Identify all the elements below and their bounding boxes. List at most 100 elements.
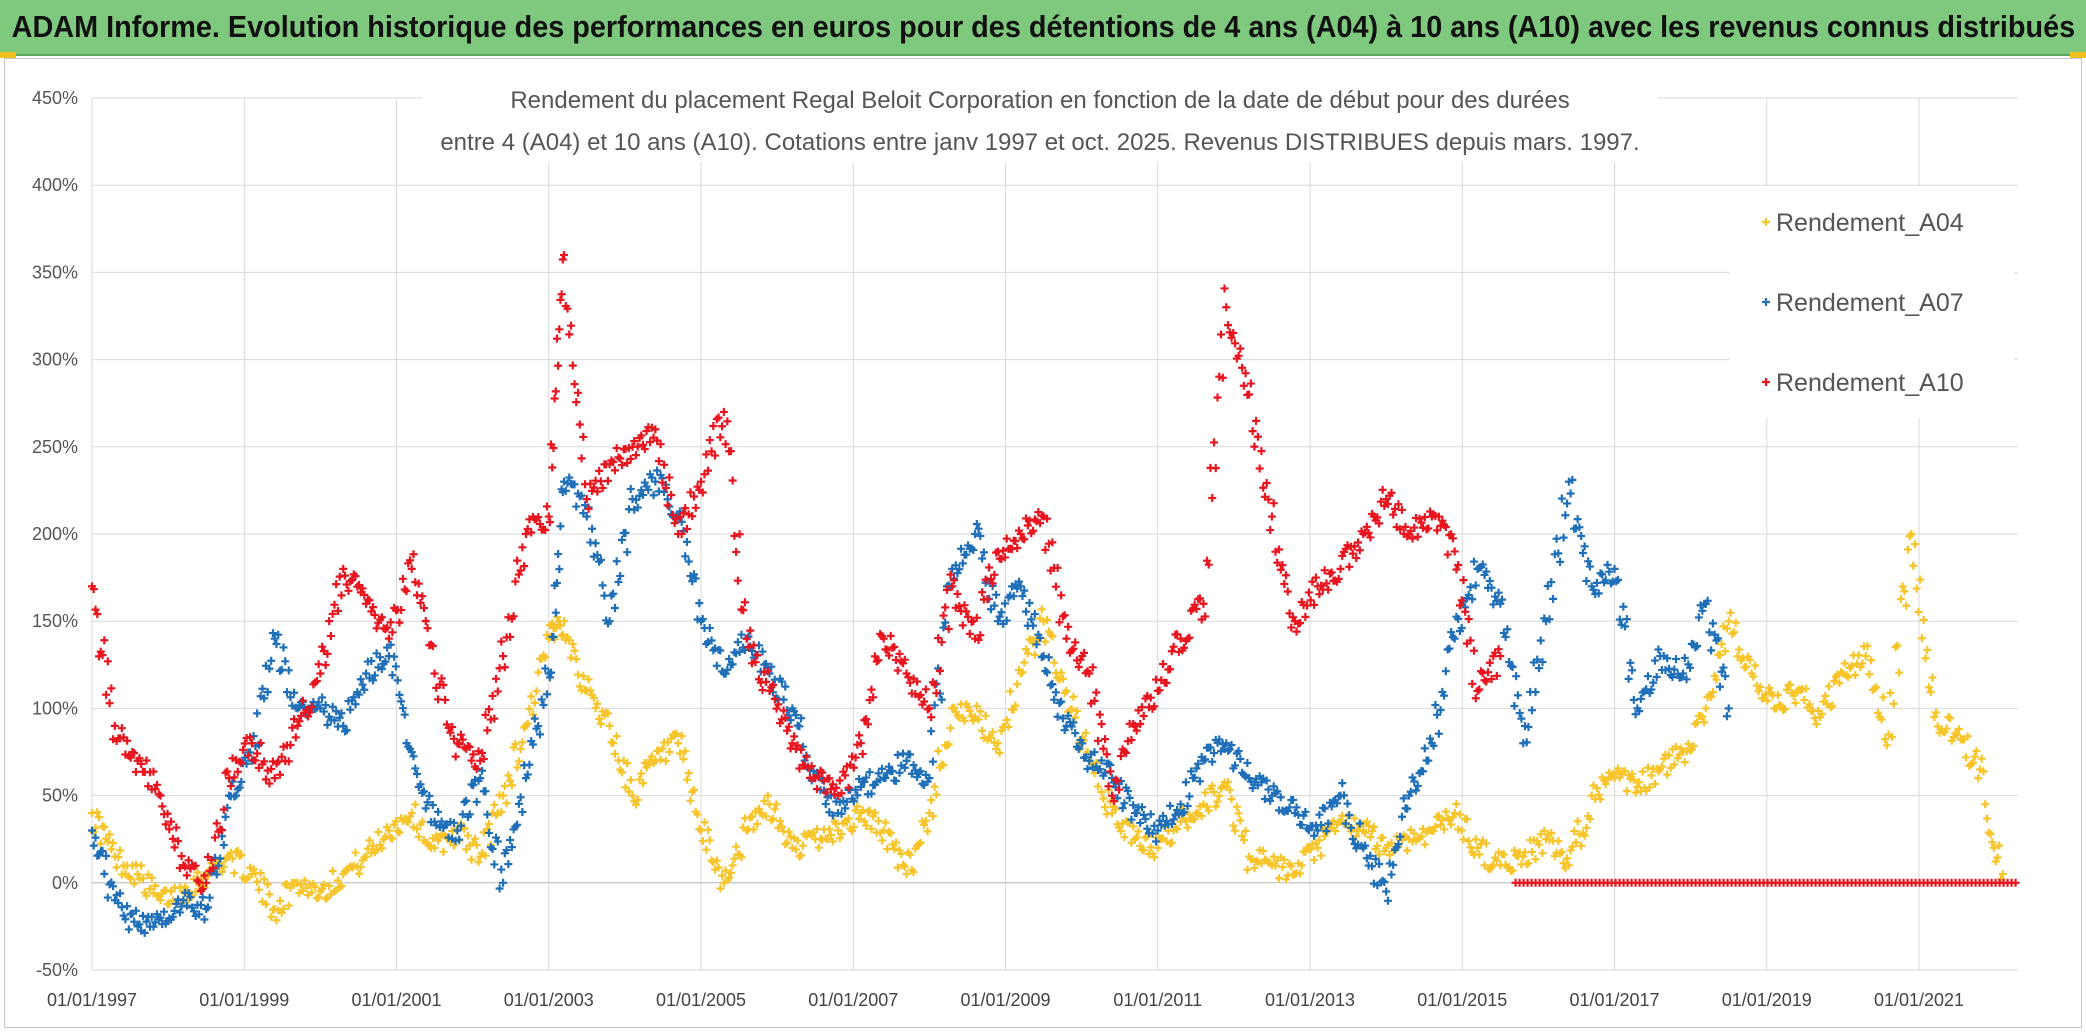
data-point bbox=[670, 519, 679, 528]
data-point bbox=[384, 826, 393, 835]
data-point bbox=[1197, 812, 1206, 821]
data-point bbox=[1146, 810, 1155, 819]
data-point bbox=[781, 714, 790, 723]
data-point bbox=[925, 774, 934, 783]
data-point bbox=[927, 727, 936, 736]
data-point bbox=[372, 845, 381, 854]
data-point bbox=[1016, 530, 1025, 538]
data-point bbox=[191, 861, 200, 870]
data-point bbox=[1993, 853, 2002, 862]
data-point bbox=[1036, 519, 1045, 528]
data-point bbox=[862, 773, 871, 782]
data-point bbox=[1064, 711, 1073, 720]
data-point bbox=[1721, 647, 1730, 656]
data-point bbox=[218, 867, 227, 876]
data-point bbox=[428, 642, 437, 651]
data-point bbox=[1436, 706, 1445, 715]
data-point bbox=[1628, 769, 1637, 778]
data-point bbox=[1190, 815, 1199, 824]
data-point bbox=[1341, 819, 1350, 828]
data-point bbox=[732, 842, 741, 851]
data-point bbox=[1229, 328, 1238, 337]
data-point bbox=[1345, 811, 1354, 820]
data-point bbox=[728, 660, 737, 669]
data-point bbox=[1166, 665, 1175, 674]
data-point bbox=[1647, 685, 1656, 694]
data-point bbox=[1524, 859, 1533, 868]
data-point bbox=[928, 757, 937, 766]
data-point bbox=[1120, 799, 1129, 808]
data-point bbox=[286, 741, 295, 750]
data-point bbox=[762, 812, 771, 821]
data-point bbox=[1881, 735, 1890, 744]
data-point bbox=[1246, 379, 1255, 388]
data-point bbox=[1410, 777, 1419, 786]
data-point bbox=[1209, 749, 1218, 758]
data-point bbox=[837, 809, 846, 818]
data-point bbox=[828, 837, 837, 846]
data-point bbox=[639, 779, 648, 788]
data-point bbox=[1273, 558, 1282, 567]
data-point bbox=[1310, 831, 1319, 840]
data-point bbox=[1731, 618, 1740, 627]
data-point bbox=[1090, 748, 1099, 757]
data-point bbox=[254, 885, 263, 894]
data-point bbox=[637, 486, 646, 495]
data-point bbox=[1485, 658, 1494, 667]
data-point bbox=[469, 781, 478, 790]
data-point bbox=[1396, 832, 1405, 841]
data-point bbox=[807, 762, 816, 771]
data-point bbox=[1877, 715, 1886, 724]
data-point bbox=[326, 631, 335, 640]
data-point bbox=[1515, 709, 1524, 718]
data-point bbox=[1057, 668, 1066, 677]
data-point bbox=[514, 570, 523, 579]
data-point bbox=[1002, 716, 1011, 725]
data-point bbox=[862, 715, 871, 724]
data-point bbox=[1907, 530, 1916, 538]
data-point bbox=[1139, 711, 1148, 720]
data-point bbox=[1085, 669, 1094, 678]
data-point bbox=[1484, 668, 1493, 677]
data-point bbox=[941, 618, 950, 627]
data-point bbox=[1097, 756, 1106, 765]
data-point bbox=[603, 709, 612, 718]
y-tick-label: 450% bbox=[32, 88, 78, 108]
data-point bbox=[1471, 835, 1480, 844]
data-point bbox=[705, 624, 714, 633]
data-point bbox=[677, 517, 686, 526]
data-point bbox=[88, 826, 96, 835]
data-point bbox=[654, 457, 663, 466]
data-point bbox=[1231, 761, 1240, 770]
data-point bbox=[575, 420, 584, 429]
data-point bbox=[1968, 758, 1977, 767]
data-point bbox=[235, 783, 244, 792]
data-point bbox=[660, 460, 669, 469]
data-point bbox=[1469, 646, 1478, 655]
data-point bbox=[551, 608, 560, 617]
data-point bbox=[1863, 642, 1872, 651]
data-point bbox=[1789, 691, 1798, 700]
data-point bbox=[1176, 800, 1185, 809]
data-point bbox=[964, 612, 973, 621]
data-point bbox=[275, 896, 284, 905]
data-point bbox=[1851, 671, 1860, 680]
data-point bbox=[867, 824, 876, 833]
data-point bbox=[832, 819, 841, 828]
data-point bbox=[962, 607, 971, 616]
data-point bbox=[1559, 859, 1568, 868]
data-point bbox=[932, 790, 941, 799]
data-point bbox=[572, 655, 581, 664]
data-point bbox=[1547, 578, 1556, 587]
data-point bbox=[1450, 547, 1459, 556]
data-point bbox=[614, 577, 623, 586]
data-point bbox=[978, 726, 987, 735]
data-point bbox=[1050, 658, 1059, 667]
data-point bbox=[1088, 663, 1097, 672]
data-point bbox=[551, 387, 560, 396]
data-point bbox=[342, 726, 351, 735]
data-point bbox=[870, 808, 879, 817]
data-point bbox=[1468, 679, 1477, 688]
data-point bbox=[1721, 672, 1730, 681]
data-point bbox=[1564, 861, 1573, 870]
